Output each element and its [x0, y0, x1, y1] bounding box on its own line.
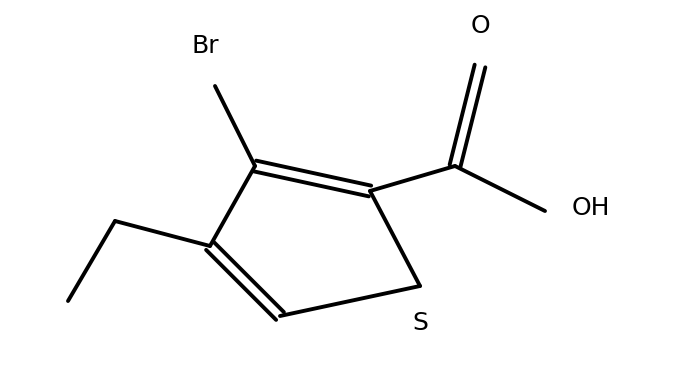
Text: S: S	[412, 311, 428, 335]
Text: Br: Br	[191, 34, 219, 58]
Text: OH: OH	[572, 196, 610, 220]
Text: O: O	[470, 14, 490, 38]
